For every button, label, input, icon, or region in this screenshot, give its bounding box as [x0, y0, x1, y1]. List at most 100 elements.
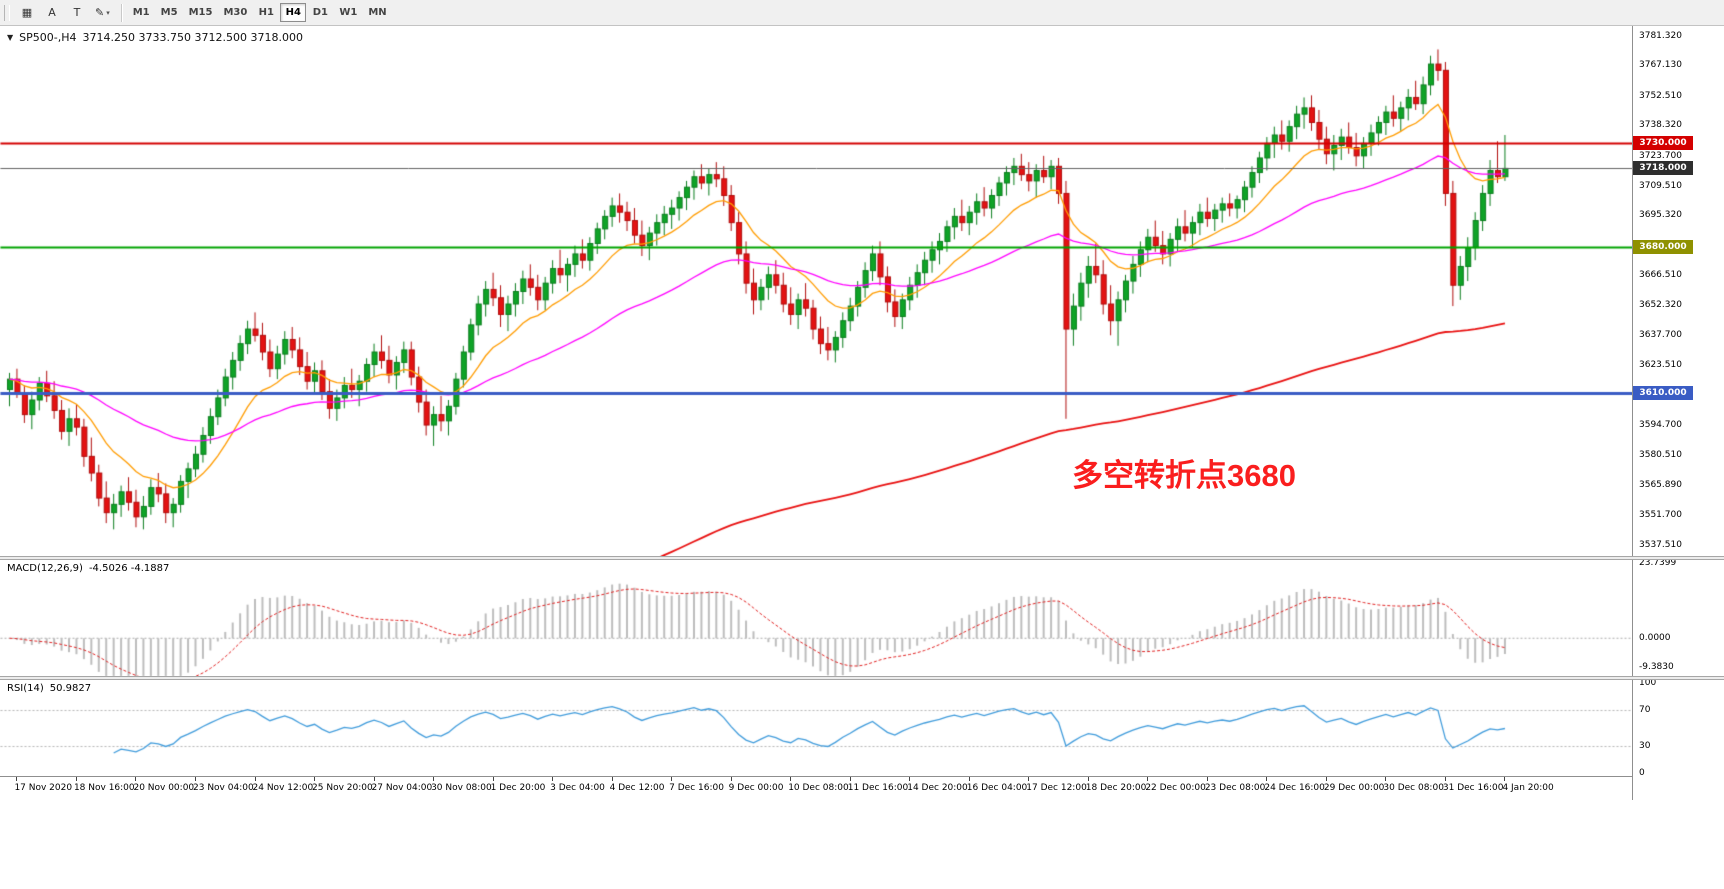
timeframe-button-M15[interactable]: M15 [188, 7, 213, 18]
macd-values: -4.5026 -4.1887 [88, 563, 170, 574]
time-tick [135, 777, 137, 781]
time-tick [195, 777, 196, 781]
time-axis-label: 23 Dec 08:00 [1204, 783, 1266, 793]
price-axis-label: 3580.510 [1639, 449, 1682, 460]
timeframe-button-M30[interactable]: M30 [223, 7, 248, 18]
toolbar: ▦ A T ✎ ▾ M1 M5 M15 M30 H1 H4 D1 W1 MN [0, 0, 1724, 26]
time-tick [75, 777, 77, 781]
time-axis-label: 18 Dec 20:00 [1085, 783, 1147, 793]
price-level-tag: 3730.000 [1633, 135, 1693, 150]
price-axis-label: 3551.700 [1639, 509, 1682, 520]
symbol-ohlc-readout: ▼ SP500-,H4 3714.250 3733.750 3712.500 3… [7, 31, 303, 44]
toolbar-separator [120, 3, 122, 22]
price-axis-label: 3767.130 [1639, 60, 1682, 71]
text-annotation-button[interactable]: A [48, 6, 56, 19]
time-axis-label: 7 Dec 16:00 [669, 783, 724, 793]
time-axis-label: 24 Nov 12:00 [252, 783, 314, 793]
time-tick [492, 777, 494, 781]
price-axis-label: 3781.320 [1639, 30, 1682, 41]
time-axis-label: 14 Dec 20:00 [907, 783, 968, 793]
price-axis-label: 3723.700 [1639, 150, 1682, 161]
rsi-canvas[interactable] [0, 680, 1632, 776]
time-axis-label: 11 Dec 16:00 [847, 783, 909, 793]
time-tick [1087, 777, 1089, 781]
price-axis-label: 3738.320 [1639, 120, 1682, 131]
timeframe-button-H1[interactable]: H1 [258, 7, 274, 18]
time-tick [1206, 777, 1208, 781]
rsi-axis-label: 100 [1639, 678, 1657, 688]
time-tick [1147, 777, 1149, 781]
time-tick [1266, 777, 1268, 781]
time-axis-label: 22 Dec 00:00 [1145, 783, 1206, 793]
time-tick [1325, 777, 1327, 781]
time-tick [254, 777, 256, 781]
time-axis-label: 31 Dec 16:00 [1442, 783, 1504, 793]
time-tick [730, 777, 732, 781]
time-axis-label: 18 Nov 16:00 [73, 783, 135, 793]
price-level-tag: 3718.000 [1633, 160, 1693, 175]
timeframe-button-MN[interactable]: MN [368, 7, 387, 18]
draw-tools-button[interactable]: ✎ ▾ [95, 6, 110, 19]
time-tick [1385, 777, 1387, 781]
chart-text-annotation[interactable]: 多空转折点3680 [1072, 458, 1296, 493]
time-tick [373, 777, 375, 781]
price-axis-label: 3594.700 [1639, 420, 1682, 431]
time-tick [968, 777, 970, 781]
price-axis-label: 3695.320 [1639, 210, 1682, 221]
text-tool-button[interactable]: T [73, 6, 81, 19]
price-chart-canvas[interactable] [0, 26, 1632, 556]
panel-resize-divider[interactable] [0, 676, 1724, 680]
price-level-tag: 3610.000 [1633, 386, 1693, 401]
time-axis-label: 4 Dec 12:00 [609, 783, 665, 793]
rsi-value: 50.9827 [49, 683, 92, 694]
time-axis-label: 24 Dec 16:00 [1264, 783, 1325, 793]
time-scale[interactable]: 17 Nov 2020 18 Nov 16:00 20 Nov 00:00 23 No… [0, 776, 1632, 800]
bottom-filler [0, 800, 1724, 889]
symbol-label: SP500-,H4 [19, 31, 77, 44]
macd-axis-label: 0.0000 [1639, 632, 1671, 643]
time-tick [16, 777, 18, 781]
time-axis-label: 30 Dec 08:00 [1383, 783, 1444, 793]
timeframe-button-M5[interactable]: M5 [160, 7, 178, 18]
timeframe-button-D1[interactable]: D1 [312, 7, 328, 18]
time-tick [671, 777, 673, 781]
time-axis-label: 17 Dec 12:00 [1026, 783, 1087, 793]
price-scale[interactable]: 3781.320 3767.130 3752.510 3738.320 3723.700… [1632, 26, 1724, 800]
time-tick [611, 777, 613, 781]
time-axis-label: 4 Jan 20:00 [1502, 783, 1554, 793]
time-axis-label: 17 Nov 2020 [14, 783, 73, 793]
time-axis-label: 1 Dec 20:00 [490, 783, 546, 793]
time-axis-label: 16 Dec 04:00 [966, 783, 1028, 793]
time-axis-label: 20 Nov 00:00 [133, 783, 195, 793]
timeframe-button-W1[interactable]: W1 [339, 7, 358, 18]
macd-label: MACD(12,26,9) -4.5026 -4.1887 [7, 563, 169, 574]
toolbar-grip[interactable] [4, 4, 10, 21]
time-tick [849, 777, 851, 781]
time-axis-label: 25 Nov 20:00 [312, 783, 373, 793]
rsi-axis-label: 70 [1639, 705, 1651, 715]
price-axis-label: 3652.320 [1639, 299, 1682, 310]
macd-name: MACD(12,26,9) [7, 563, 83, 574]
time-axis-label: 23 Nov 04:00 [193, 783, 254, 793]
macd-axis-label: 23.7399 [1639, 558, 1677, 569]
time-tick [552, 777, 554, 781]
time-axis-label: 30 Nov 08:00 [431, 783, 492, 793]
ohlc-values: 3714.250 3733.750 3712.500 3718.000 [82, 31, 303, 44]
timeframe-buttons: M1 M5 M15 M30 H1 H4 D1 W1 MN [128, 3, 392, 22]
charts-grid-button[interactable]: ▦ [21, 6, 33, 19]
time-tick [314, 777, 316, 781]
timeframe-button-M1[interactable]: M1 [132, 7, 150, 18]
price-axis-label: 3752.510 [1639, 90, 1682, 101]
time-tick [790, 777, 792, 781]
timeframe-button-H4[interactable]: H4 [280, 3, 307, 22]
price-axis-label: 3537.510 [1639, 539, 1682, 550]
macd-canvas[interactable] [0, 560, 1632, 676]
time-tick [909, 777, 911, 781]
collapse-icon[interactable]: ▼ [7, 33, 14, 42]
panel-resize-divider[interactable] [0, 556, 1724, 560]
price-axis-label: 3709.510 [1639, 180, 1682, 191]
price-axis-label: 3565.890 [1639, 480, 1682, 491]
toolbar-left-buttons: ▦ A T ✎ ▾ [15, 3, 115, 23]
rsi-name: RSI(14) [7, 683, 44, 694]
